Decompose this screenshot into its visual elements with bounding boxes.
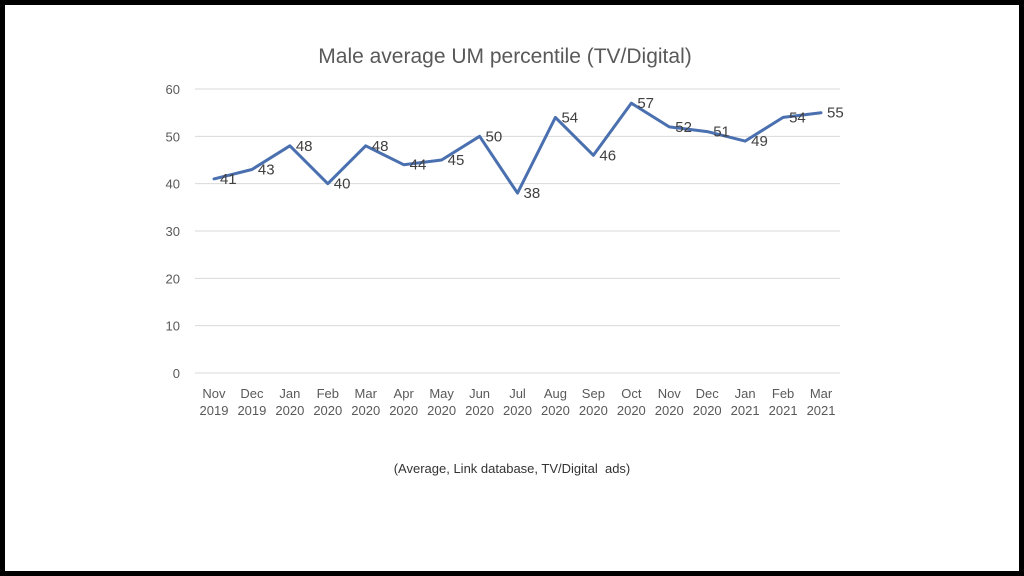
x-tick-label: 2020 — [617, 403, 646, 418]
x-tick-label: 2020 — [427, 403, 456, 418]
x-tick-label: Jul — [509, 386, 526, 401]
data-label: 54 — [789, 109, 806, 126]
data-label: 44 — [410, 157, 427, 174]
data-label: 57 — [637, 95, 654, 112]
x-tick-label: 2020 — [351, 403, 380, 418]
x-tick-label: 2020 — [503, 403, 532, 418]
x-tick-label: Sep — [582, 386, 605, 401]
y-tick-label: 30 — [166, 224, 180, 239]
x-tick-label: Jan — [735, 386, 756, 401]
y-tick-label: 20 — [166, 271, 180, 286]
data-label: 54 — [561, 109, 578, 126]
x-tick-label: Dec — [696, 386, 720, 401]
gridlines — [195, 88, 840, 374]
data-label: 52 — [675, 119, 692, 136]
x-tick-label: Mar — [810, 386, 833, 401]
x-tick-label: 2020 — [465, 403, 494, 418]
x-tick-label: Oct — [621, 386, 642, 401]
data-label: 50 — [486, 128, 503, 145]
data-label: 55 — [827, 105, 844, 122]
x-tick-label: May — [429, 386, 454, 401]
x-tick-label: Jan — [279, 386, 300, 401]
x-tick-label: Apr — [394, 386, 415, 401]
x-tick-label: 2020 — [579, 403, 608, 418]
x-tick-label: 2019 — [200, 403, 229, 418]
data-labels: 41 43 48 40 48 44 45 50 38 54 46 57 52 51 49 54 55 — [220, 95, 844, 202]
chart-frame — [5, 5, 1019, 571]
data-label: 45 — [448, 152, 465, 169]
x-tick-label: 2020 — [655, 403, 684, 418]
y-tick-label: 0 — [173, 366, 180, 381]
data-label: 48 — [296, 138, 313, 155]
data-label: 40 — [334, 176, 351, 193]
y-tick-label: 40 — [166, 177, 180, 192]
x-tick-label: Aug — [544, 386, 567, 401]
x-tick-label: 2021 — [769, 403, 798, 418]
series-group — [212, 101, 823, 195]
y-axis-ticks: 0 10 20 30 40 50 60 — [166, 82, 180, 381]
x-tick-label: 2019 — [237, 403, 266, 418]
x-tick-label: 2020 — [313, 403, 342, 418]
data-label: 51 — [713, 124, 730, 141]
x-tick-label: Nov — [658, 386, 682, 401]
chart-title: Male average UM percentile (TV/Digital) — [318, 45, 691, 68]
x-axis-ticks: Nov 2019 Dec 2019 Jan 2020 Feb 2020 Mar 2020 Apr 20… — [200, 386, 836, 418]
y-tick-label: 10 — [166, 319, 180, 334]
x-tick-label: Mar — [355, 386, 378, 401]
x-tick-label: 2020 — [275, 403, 304, 418]
data-label: 49 — [751, 133, 768, 150]
data-label: 41 — [220, 171, 237, 188]
x-tick-label: 2020 — [541, 403, 570, 418]
data-label: 38 — [524, 185, 541, 202]
x-tick-label: Feb — [317, 386, 339, 401]
x-tick-label: Dec — [240, 386, 264, 401]
x-tick-label: 2021 — [807, 403, 836, 418]
y-tick-label: 50 — [166, 129, 180, 144]
y-tick-label: 60 — [166, 82, 180, 97]
x-tick-label: 2020 — [389, 403, 418, 418]
x-tick-label: Feb — [772, 386, 794, 401]
chart-caption: (Average, Link database, TV/Digital ads) — [393, 461, 631, 476]
x-tick-label: 2020 — [693, 403, 722, 418]
x-tick-label: 2021 — [731, 403, 760, 418]
data-label: 43 — [258, 161, 275, 178]
x-tick-label: Nov — [202, 386, 226, 401]
data-label: 46 — [599, 147, 616, 164]
x-tick-label: Jun — [469, 386, 490, 401]
data-label: 48 — [372, 138, 389, 155]
